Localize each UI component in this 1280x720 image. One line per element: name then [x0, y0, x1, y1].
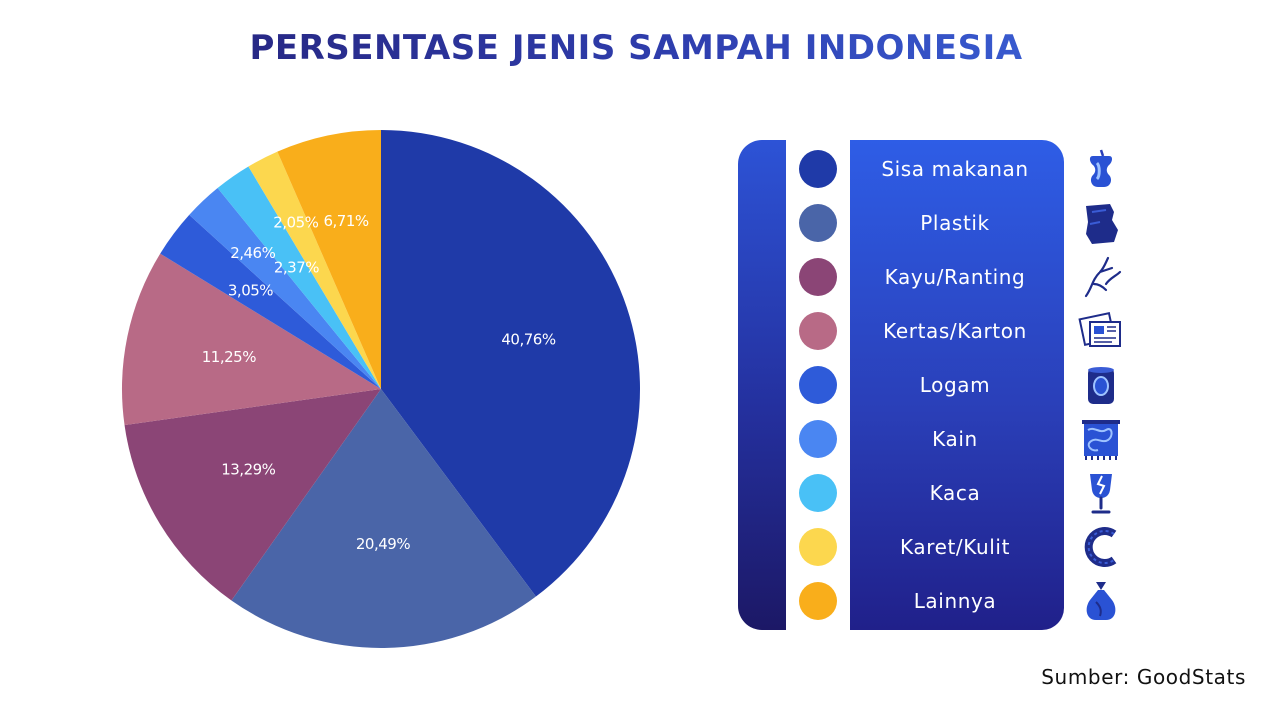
- legend-item-lainnya: Lainnya: [0, 574, 1280, 628]
- pie-slice-sisa-makanan: [381, 130, 641, 597]
- legend-swatch: [799, 312, 837, 350]
- legend-label: Kaca: [929, 481, 981, 505]
- pie-slice-kain: [189, 188, 381, 389]
- legend-label: Plastik: [920, 211, 990, 235]
- pie-data-label: 40,76%: [501, 331, 555, 349]
- legend-label: Kayu/Ranting: [884, 265, 1026, 289]
- legend-swatch: [799, 528, 837, 566]
- pie-slice-lainnya: [277, 130, 381, 389]
- legend-label: Kertas/Karton: [883, 319, 1027, 343]
- legend-swatch: [799, 150, 837, 188]
- legend-label: Kain: [932, 427, 978, 451]
- pie-slice-plastik: [231, 389, 536, 648]
- legend-item-karet-kulit: Karet/Kulit: [0, 520, 1280, 574]
- trash-bag-icon: [1086, 582, 1116, 620]
- plastic-bag-icon: [1086, 204, 1118, 244]
- pie-slice-kaca: [217, 166, 381, 389]
- legend-item-kain: Kain: [0, 412, 1280, 466]
- fabric-cloth-icon: [1082, 420, 1120, 460]
- legend-item-sisa-makanan: Sisa makanan: [0, 142, 1280, 196]
- apple-core-icon: [1089, 149, 1113, 187]
- pie-data-label: 20,49%: [356, 535, 410, 553]
- pie-data-label: 11,25%: [202, 348, 256, 366]
- rubber-tire-icon: [1084, 527, 1117, 567]
- twig-icon: [1084, 256, 1122, 298]
- source-note: Sumber: GoodStats: [1041, 665, 1246, 689]
- pie-data-label: 2,37%: [274, 258, 319, 276]
- legend-swatch: [799, 582, 837, 620]
- pie-slice-logam: [160, 214, 381, 389]
- pie-data-label: 2,05%: [273, 214, 318, 232]
- legend-item-kertas-karton: Kertas/Karton: [0, 304, 1280, 358]
- legend-swatch: [799, 420, 837, 458]
- pie-data-label: 3,05%: [228, 282, 273, 300]
- legend-swatch: [799, 204, 837, 242]
- legend-item-kayu-ranting: Kayu/Ranting: [0, 250, 1280, 304]
- pie-data-label: 2,46%: [230, 244, 275, 262]
- tin-can-icon: [1088, 367, 1114, 404]
- legend-side-bar: [738, 140, 786, 630]
- legend-item-kaca: Kaca: [0, 466, 1280, 520]
- legend-label: Lainnya: [913, 589, 997, 613]
- pie-data-label: 6,71%: [323, 212, 368, 230]
- legend-swatch: [799, 258, 837, 296]
- legend-item-logam: Logam: [0, 358, 1280, 412]
- pie-slice-kayu-ranting: [124, 389, 381, 601]
- pie-slice-kertas-karton: [121, 253, 381, 426]
- page-title: PERSENTASE JENIS SAMPAH INDONESIA: [0, 28, 1272, 68]
- newspaper-icon: [1078, 311, 1121, 347]
- legend-label: Sisa makanan: [881, 157, 1029, 181]
- legend-item-plastik: Plastik: [0, 196, 1280, 250]
- legend-panel: [850, 140, 1064, 630]
- legend-label: Logam: [919, 373, 991, 397]
- broken-glass-icon: [1090, 474, 1112, 514]
- legend-swatch: [799, 474, 837, 512]
- pie-data-label: 13,29%: [221, 460, 275, 478]
- legend-swatch: [799, 366, 837, 404]
- pie-slice-karet-kulit: [248, 151, 381, 389]
- legend-label: Karet/Kulit: [899, 535, 1011, 559]
- pie-chart: 40,76% 20,49% 13,29% 11,25% 3,05% 2,46%2,37% 2…: [121, 130, 641, 648]
